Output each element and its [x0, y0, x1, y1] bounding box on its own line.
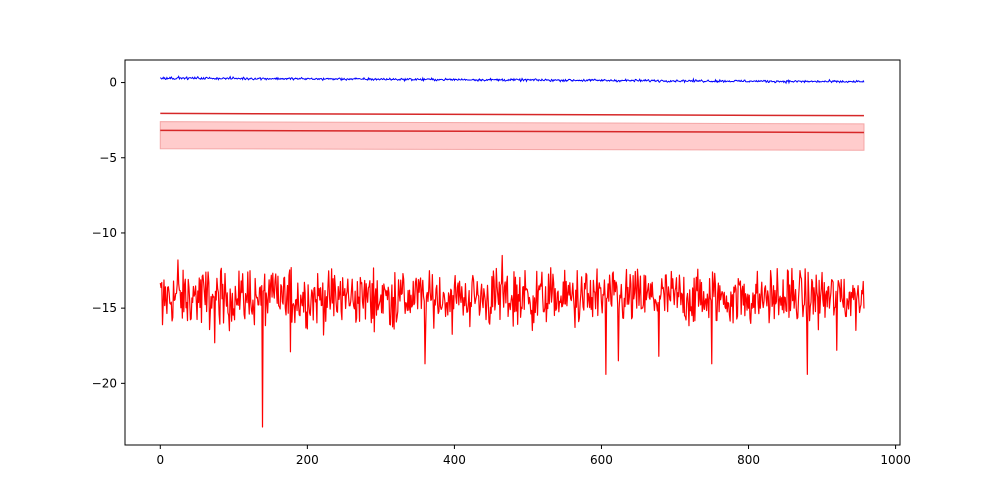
band-center-line	[160, 129, 864, 134]
x-tick-label: 400	[443, 453, 466, 467]
y-tick-label: −15	[92, 301, 117, 315]
x-tick-label: 800	[737, 453, 760, 467]
confidence-band	[159, 121, 865, 151]
y-tick-label: 0	[109, 76, 117, 90]
noisy-red-line	[159, 254, 865, 428]
y-tick-label: −5	[99, 151, 117, 165]
plot-area	[159, 75, 865, 428]
upper-line	[160, 112, 864, 117]
x-tick-label: 1000	[880, 453, 911, 467]
y-tick-label: −10	[92, 226, 117, 240]
y-axis: 0 −5 −10 −15 −20	[92, 76, 125, 390]
y-tick-label: −20	[92, 376, 117, 390]
x-tick-label: 200	[296, 453, 319, 467]
axes-frame	[124, 59, 901, 446]
blue-line	[159, 75, 865, 85]
x-axis: 0 200 400 600 800 1000	[156, 445, 911, 467]
x-tick-label: 0	[156, 453, 164, 467]
x-tick-label: 600	[590, 453, 613, 467]
